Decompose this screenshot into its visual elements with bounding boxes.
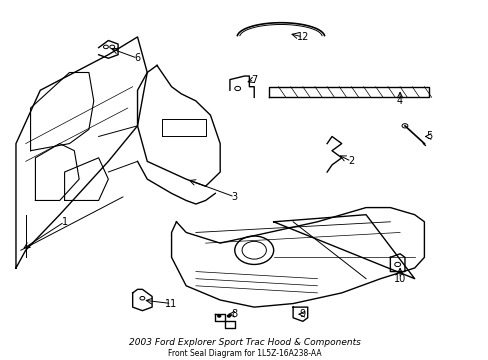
Text: Front Seal Diagram for 1L5Z-16A238-AA: Front Seal Diagram for 1L5Z-16A238-AA [167,349,321,358]
Text: 9: 9 [299,309,305,319]
Text: 8: 8 [231,309,237,319]
Circle shape [227,315,230,317]
Text: 4: 4 [396,96,402,106]
Text: 5: 5 [425,131,431,141]
Text: 12: 12 [296,32,308,42]
Text: 2: 2 [347,156,354,166]
Text: 3: 3 [231,192,237,202]
Circle shape [217,315,220,317]
Text: 1: 1 [61,217,67,227]
Text: 7: 7 [250,75,257,85]
Text: 2003 Ford Explorer Sport Trac Hood & Components: 2003 Ford Explorer Sport Trac Hood & Com… [128,338,360,347]
Text: 11: 11 [165,298,177,309]
Text: 10: 10 [393,274,406,284]
Text: 6: 6 [134,53,141,63]
